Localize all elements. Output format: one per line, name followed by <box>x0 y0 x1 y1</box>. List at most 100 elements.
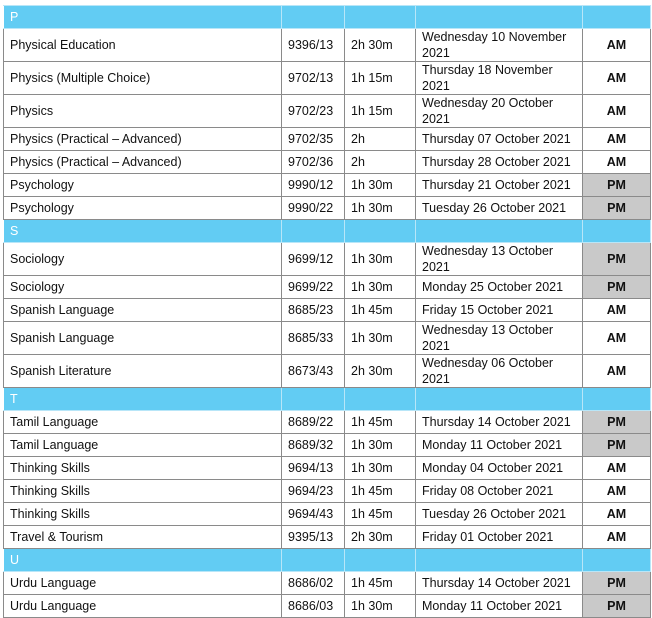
section-header: P <box>3 5 651 29</box>
exam-row: Physics (Practical – Advanced) 9702/35 2h T… <box>3 127 651 151</box>
section-cell <box>415 548 583 572</box>
duration: 2h <box>344 150 416 174</box>
subject: Physics (Practical – Advanced) <box>3 127 282 151</box>
subject: Spanish Literature <box>3 354 282 388</box>
exam-row: Physics 9702/23 1h 15m Wednesday 20 October… <box>3 94 651 128</box>
section-cell <box>344 219 416 243</box>
exam-row: Psychology 9990/12 1h 30m Thursday 21 Octob… <box>3 173 651 197</box>
session: AM <box>582 127 651 151</box>
duration: 1h 45m <box>344 479 416 503</box>
exam-row: Physics (Practical – Advanced) 9702/36 2h T… <box>3 150 651 174</box>
section-header: S <box>3 219 651 243</box>
session: PM <box>582 410 651 434</box>
section-cell <box>344 5 416 29</box>
section-letter: U <box>3 548 282 572</box>
session: PM <box>582 275 651 299</box>
section-letter: P <box>3 5 282 29</box>
session: AM <box>582 150 651 174</box>
exam-row: Travel & Tourism 9395/13 2h 30m Friday 01 O… <box>3 525 651 549</box>
subject: Tamil Language <box>3 410 282 434</box>
duration: 2h <box>344 127 416 151</box>
subject: Tamil Language <box>3 433 282 457</box>
date: Tuesday 26 October 2021 <box>415 502 583 526</box>
code: 9396/13 <box>281 28 345 62</box>
section-cell <box>582 5 651 29</box>
section-letter: T <box>3 387 282 411</box>
subject: Sociology <box>3 242 282 276</box>
section-cell <box>281 548 345 572</box>
exam-row: Sociology 9699/12 1h 30m Wednesday 13 Octob… <box>3 242 651 276</box>
code: 8689/22 <box>281 410 345 434</box>
section-cell <box>344 387 416 411</box>
code: 9990/22 <box>281 196 345 220</box>
date: Wednesday 06 October 2021 <box>415 354 583 388</box>
code: 8686/03 <box>281 594 345 618</box>
session: PM <box>582 173 651 197</box>
code: 9694/43 <box>281 502 345 526</box>
duration: 1h 45m <box>344 571 416 595</box>
date: Wednesday 20 October 2021 <box>415 94 583 128</box>
session: PM <box>582 571 651 595</box>
subject: Physical Education <box>3 28 282 62</box>
session: AM <box>582 456 651 480</box>
session: AM <box>582 94 651 128</box>
exam-row: Urdu Language 8686/03 1h 30m Monday 11 Octo… <box>3 594 651 618</box>
code: 8686/02 <box>281 571 345 595</box>
code: 8673/43 <box>281 354 345 388</box>
date: Thursday 14 October 2021 <box>415 410 583 434</box>
timetable-body: P Physical Education 9396/13 2h 30m Wednesda… <box>3 5 651 618</box>
date: Friday 08 October 2021 <box>415 479 583 503</box>
date: Wednesday 10 November 2021 <box>415 28 583 62</box>
session: AM <box>582 479 651 503</box>
exam-row: Psychology 9990/22 1h 30m Tuesday 26 Octobe… <box>3 196 651 220</box>
subject: Spanish Language <box>3 298 282 322</box>
exam-row: Thinking Skills 9694/43 1h 45m Tuesday 26 O… <box>3 502 651 526</box>
session: AM <box>582 61 651 95</box>
exam-row: Thinking Skills 9694/23 1h 45m Friday 08 Oc… <box>3 479 651 503</box>
duration: 1h 30m <box>344 275 416 299</box>
exam-row: Spanish Literature 8673/43 2h 30m Wednesday… <box>3 354 651 388</box>
code: 8689/32 <box>281 433 345 457</box>
duration: 1h 45m <box>344 502 416 526</box>
code: 9395/13 <box>281 525 345 549</box>
code: 9702/36 <box>281 150 345 174</box>
date: Wednesday 13 October 2021 <box>415 242 583 276</box>
code: 9699/12 <box>281 242 345 276</box>
section-letter: S <box>3 219 282 243</box>
section-header: T <box>3 387 651 411</box>
subject: Physics (Multiple Choice) <box>3 61 282 95</box>
section-cell <box>281 5 345 29</box>
exam-row: Physical Education 9396/13 2h 30m Wednesday… <box>3 28 651 62</box>
duration: 1h 30m <box>344 173 416 197</box>
duration: 1h 30m <box>344 594 416 618</box>
duration: 1h 30m <box>344 433 416 457</box>
exam-row: Thinking Skills 9694/13 1h 30m Monday 04 Oc… <box>3 456 651 480</box>
date: Tuesday 26 October 2021 <box>415 196 583 220</box>
section-cell <box>415 5 583 29</box>
subject: Spanish Language <box>3 321 282 355</box>
date: Thursday 14 October 2021 <box>415 571 583 595</box>
date: Thursday 21 October 2021 <box>415 173 583 197</box>
duration: 2h 30m <box>344 525 416 549</box>
duration: 1h 30m <box>344 242 416 276</box>
section-cell <box>415 387 583 411</box>
date: Thursday 18 November 2021 <box>415 61 583 95</box>
date: Monday 11 October 2021 <box>415 594 583 618</box>
duration: 2h 30m <box>344 354 416 388</box>
date: Monday 04 October 2021 <box>415 456 583 480</box>
exam-row: Tamil Language 8689/22 1h 45m Thursday 14 O… <box>3 410 651 434</box>
exam-row: Spanish Language 8685/33 1h 30m Wednesday 1… <box>3 321 651 355</box>
code: 9990/12 <box>281 173 345 197</box>
exam-row: Physics (Multiple Choice) 9702/13 1h 15m Th… <box>3 61 651 95</box>
section-cell <box>281 387 345 411</box>
date: Friday 15 October 2021 <box>415 298 583 322</box>
code: 9702/23 <box>281 94 345 128</box>
section-cell <box>582 219 651 243</box>
duration: 1h 45m <box>344 298 416 322</box>
session: PM <box>582 196 651 220</box>
subject: Physics <box>3 94 282 128</box>
code: 8685/33 <box>281 321 345 355</box>
code: 8685/23 <box>281 298 345 322</box>
subject: Thinking Skills <box>3 502 282 526</box>
date: Thursday 28 October 2021 <box>415 150 583 174</box>
